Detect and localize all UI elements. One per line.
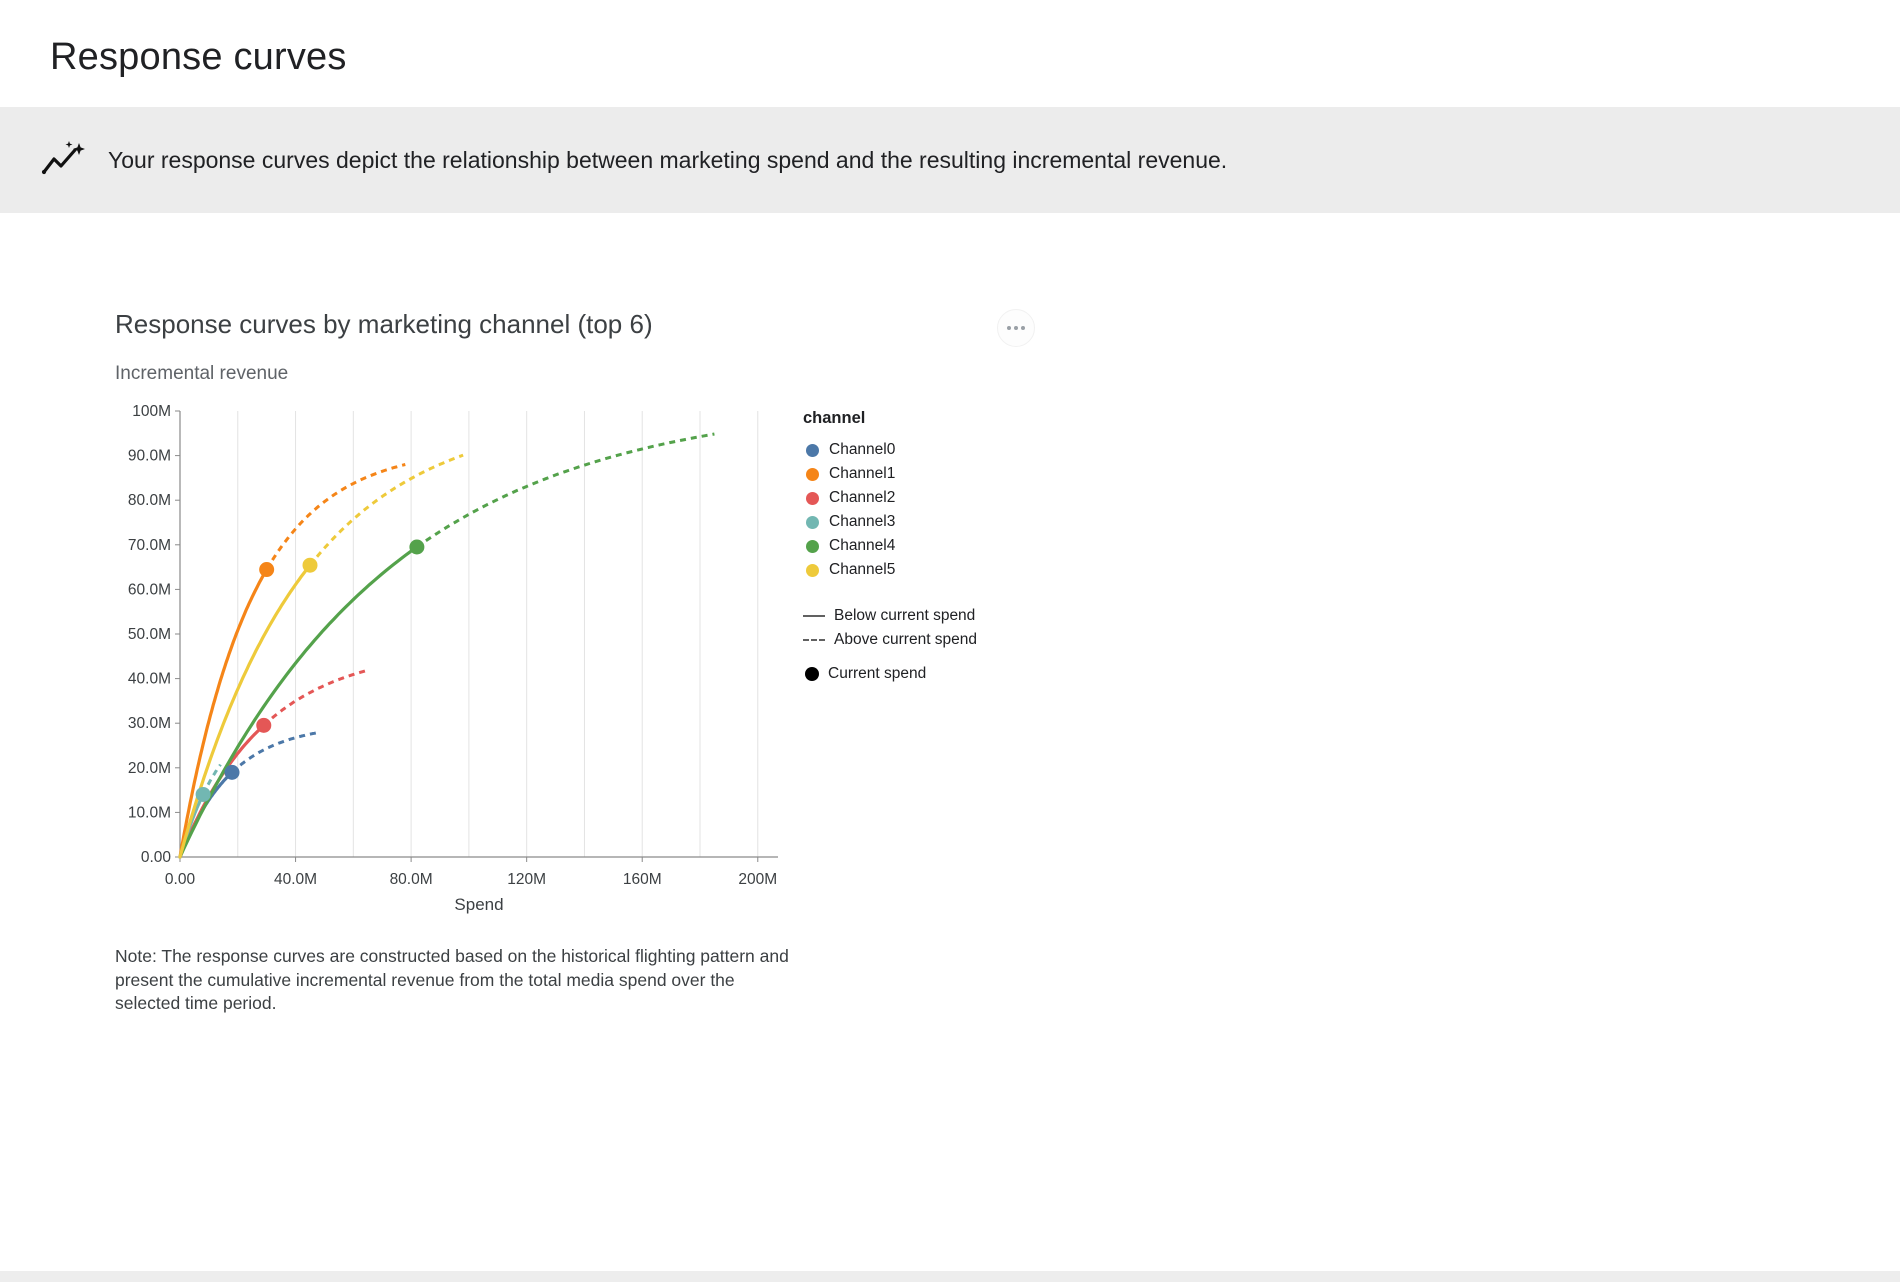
curves: [178, 432, 715, 859]
svg-text:90.0M: 90.0M: [128, 448, 171, 465]
channel-color-dot-icon: [806, 467, 819, 481]
channel-color-dot-icon: [806, 443, 819, 457]
legend-item-channel0: Channel0: [803, 438, 1003, 462]
svg-text:10.0M: 10.0M: [128, 804, 171, 821]
chart-title: Response curves by marketing channel (to…: [115, 309, 653, 339]
current-spend-dot-Channel1: [259, 562, 275, 578]
channel-color-dot-icon: [806, 539, 819, 553]
legend-current-spend: Current spend: [803, 662, 1003, 686]
current-spend-dot-icon: [805, 667, 819, 681]
legend-label: Below current spend: [834, 607, 976, 624]
svg-text:50.0M: 50.0M: [128, 626, 171, 643]
channel-color-dot-icon: [806, 491, 819, 505]
legend-item-channel1: Channel1: [803, 462, 1003, 486]
solid-line-icon: [803, 615, 825, 617]
y-axis-top-label: Incremental revenue: [115, 363, 289, 384]
svg-text:80.0M: 80.0M: [390, 871, 433, 888]
chart-note: Note: The response curves are constructe…: [115, 946, 789, 1014]
page-header: Response curves: [0, 0, 1900, 107]
legend-title: channel: [803, 409, 866, 427]
svg-text:20.0M: 20.0M: [128, 760, 171, 777]
legend-channel-label: Channel1: [829, 465, 896, 482]
current-spend-dot-Channel5: [302, 557, 318, 573]
page-bottom-divider: [0, 1271, 1900, 1282]
curve-Channel0-above-current-spend: [230, 731, 317, 774]
legend-label: Above current spend: [834, 631, 978, 648]
current-spend-dot-Channel0: [224, 764, 240, 780]
svg-text:200M: 200M: [738, 871, 777, 888]
current-spend-dot-Channel2: [256, 717, 272, 733]
ellipsis-dot-icon: [1014, 326, 1018, 330]
legend-label: Current spend: [828, 665, 927, 682]
legend-channel-label: Channel2: [829, 489, 896, 506]
svg-text:0.00: 0.00: [141, 849, 172, 866]
curve-Channel1-below-current-spend: [178, 567, 269, 859]
legend-channel-label: Channel3: [829, 513, 896, 530]
svg-text:120M: 120M: [507, 871, 546, 888]
legend-channel-list: Channel0 Channel1 Channel2 Channel3 Channel4…: [803, 438, 1003, 582]
chart-area: 0.00 10.0M 20.0M 30.0M 40.0M 50.0M 60.0M 70.0M 8…: [115, 397, 1035, 919]
page-title: Response curves: [50, 36, 347, 78]
insight-banner: Your response curves depict the relation…: [0, 107, 1900, 213]
curve-Channel2-above-current-spend: [262, 668, 369, 727]
svg-text:60.0M: 60.0M: [128, 581, 171, 598]
svg-text:40.0M: 40.0M: [274, 871, 317, 888]
current-spend-dots: [195, 539, 425, 802]
legend-item-channel5: Channel5: [803, 558, 1003, 582]
curve-Channel1-above-current-spend: [265, 463, 406, 571]
svg-text:0.00: 0.00: [165, 871, 196, 888]
legend-channel-label: Channel5: [829, 561, 896, 578]
gridlines: [237, 411, 759, 857]
chart-header: Response curves by marketing channel (to…: [115, 309, 1035, 347]
legend-channel-label: Channel0: [829, 441, 896, 458]
axes: 0.00 10.0M 20.0M 30.0M 40.0M 50.0M 60.0M 70.0M 8…: [128, 403, 778, 888]
x-axis-title: Spend: [454, 895, 503, 914]
svg-text:160M: 160M: [623, 871, 662, 888]
svg-text:100M: 100M: [132, 403, 171, 420]
curve-Channel5-below-current-spend: [178, 563, 312, 859]
current-spend-dot-Channel3: [195, 786, 211, 802]
banner-text: Your response curves depict the relation…: [108, 146, 1228, 173]
chart-legend: channel Channel0 Channel1 Channel2 Channel3…: [803, 397, 1003, 686]
curve-Channel4-below-current-spend: [178, 545, 419, 859]
dashed-line-icon: [803, 639, 825, 641]
ellipsis-dot-icon: [1021, 326, 1025, 330]
chart-section: Response curves by marketing channel (to…: [115, 309, 1035, 1016]
sparkline-insight-icon: [40, 140, 86, 180]
svg-text:80.0M: 80.0M: [128, 492, 171, 509]
response-curves-plot: 0.00 10.0M 20.0M 30.0M 40.0M 50.0M 60.0M 70.0M 8…: [128, 403, 778, 914]
legend-channel-label: Channel4: [829, 537, 896, 554]
chart-options-button[interactable]: [997, 309, 1035, 347]
curve-Channel4-above-current-spend: [416, 432, 715, 549]
svg-text:30.0M: 30.0M: [128, 715, 171, 732]
current-spend-dot-Channel4: [409, 539, 425, 555]
legend-item-channel2: Channel2: [803, 486, 1003, 510]
svg-text:70.0M: 70.0M: [128, 537, 171, 554]
legend-below-current-spend: Below current spend: [803, 604, 1003, 628]
legend-above-current-spend: Above current spend: [803, 628, 1003, 652]
legend-item-channel4: Channel4: [803, 534, 1003, 558]
channel-color-dot-icon: [806, 563, 819, 577]
legend-item-channel3: Channel3: [803, 510, 1003, 534]
svg-text:40.0M: 40.0M: [128, 671, 171, 688]
ellipsis-dot-icon: [1007, 326, 1011, 330]
channel-color-dot-icon: [806, 515, 819, 529]
curve-Channel5-above-current-spend: [308, 453, 464, 567]
